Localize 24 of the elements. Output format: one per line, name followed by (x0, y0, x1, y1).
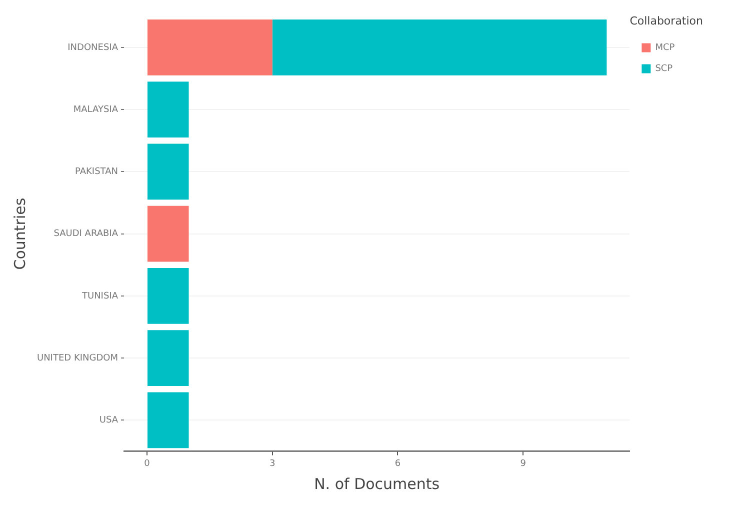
x-tick-label: 6 (394, 458, 401, 469)
legend-title: Collaboration (630, 14, 704, 28)
y-tick-label: UNITED KINGDOM (36, 353, 118, 364)
y-tick-label: USA (99, 415, 119, 426)
bar (147, 206, 189, 262)
x-axis-title: N. of Documents (314, 474, 440, 493)
y-tick-label: INDONESIA (68, 42, 119, 53)
y-tick-label: SAUDI ARABIA (54, 229, 119, 240)
x-tick-label: 3 (269, 458, 276, 469)
legend-label: MCP (655, 43, 676, 54)
bar (147, 268, 189, 324)
bar (147, 82, 189, 138)
y-tick-label: MALAYSIA (73, 104, 119, 115)
bar (272, 20, 607, 76)
y-tick-label: PAKISTAN (75, 167, 118, 178)
legend-label: SCP (655, 64, 674, 74)
bar (147, 20, 272, 76)
x-tick-label: 0 (144, 458, 150, 469)
x-tick-label: 9 (520, 458, 526, 469)
y-tick-label: TUNISIA (80, 291, 119, 302)
bar (147, 392, 189, 448)
y-axis-title: Countries (10, 198, 29, 270)
bar (147, 330, 189, 386)
bar (147, 144, 189, 200)
